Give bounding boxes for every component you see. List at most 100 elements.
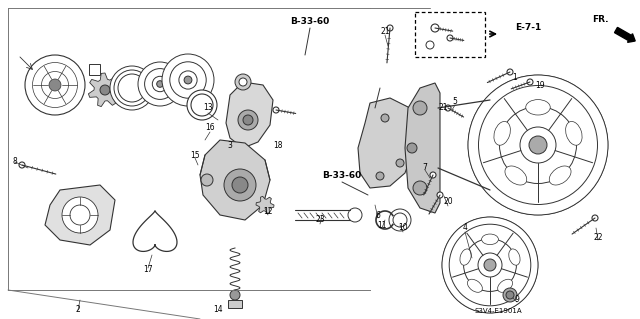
Circle shape xyxy=(118,74,146,102)
Text: 13: 13 xyxy=(203,103,213,113)
Circle shape xyxy=(184,76,192,84)
Circle shape xyxy=(243,115,253,125)
Text: 18: 18 xyxy=(273,140,283,150)
Circle shape xyxy=(520,127,556,163)
Text: 23: 23 xyxy=(315,216,325,225)
Circle shape xyxy=(33,63,77,108)
Text: 9: 9 xyxy=(515,295,520,305)
Ellipse shape xyxy=(460,249,471,265)
Circle shape xyxy=(110,66,154,110)
Polygon shape xyxy=(200,140,270,220)
Circle shape xyxy=(381,114,389,122)
Circle shape xyxy=(413,101,427,115)
Circle shape xyxy=(499,107,577,183)
Circle shape xyxy=(49,79,61,91)
Text: 11: 11 xyxy=(377,220,387,229)
Circle shape xyxy=(503,288,517,302)
Text: B-33-60: B-33-60 xyxy=(291,18,330,26)
Circle shape xyxy=(348,208,362,222)
Circle shape xyxy=(447,35,453,41)
Circle shape xyxy=(477,85,598,205)
Circle shape xyxy=(426,41,434,49)
Text: 2: 2 xyxy=(76,306,81,315)
Circle shape xyxy=(506,291,514,299)
Text: 10: 10 xyxy=(398,224,408,233)
Circle shape xyxy=(273,107,279,113)
Circle shape xyxy=(507,69,513,75)
Ellipse shape xyxy=(566,122,582,145)
Circle shape xyxy=(476,83,600,207)
Circle shape xyxy=(25,55,85,115)
Circle shape xyxy=(478,253,502,277)
Circle shape xyxy=(162,54,214,106)
Text: 7: 7 xyxy=(422,164,428,173)
Circle shape xyxy=(431,24,439,32)
Text: 20: 20 xyxy=(443,197,453,206)
Circle shape xyxy=(529,136,547,154)
Circle shape xyxy=(62,197,98,233)
Text: 3: 3 xyxy=(228,140,232,150)
Circle shape xyxy=(393,213,407,227)
Text: E-7-1: E-7-1 xyxy=(515,24,541,33)
Circle shape xyxy=(448,223,532,307)
Circle shape xyxy=(413,181,427,195)
Circle shape xyxy=(387,25,393,31)
Polygon shape xyxy=(226,82,273,148)
Circle shape xyxy=(116,72,148,104)
Text: 12: 12 xyxy=(263,207,273,217)
Circle shape xyxy=(187,90,217,120)
Circle shape xyxy=(527,79,533,85)
Text: 14: 14 xyxy=(213,306,223,315)
Circle shape xyxy=(474,81,602,209)
Ellipse shape xyxy=(481,234,499,245)
Circle shape xyxy=(114,70,150,106)
Ellipse shape xyxy=(498,279,513,292)
Polygon shape xyxy=(256,196,274,214)
Circle shape xyxy=(157,81,163,87)
Ellipse shape xyxy=(509,249,520,265)
Circle shape xyxy=(445,221,534,309)
Circle shape xyxy=(407,143,417,153)
Circle shape xyxy=(468,75,608,215)
Circle shape xyxy=(396,159,404,167)
Text: S3V4-E1901A: S3V4-E1901A xyxy=(474,308,522,314)
Circle shape xyxy=(232,177,248,193)
Polygon shape xyxy=(88,73,122,107)
Text: 6: 6 xyxy=(376,211,380,219)
Circle shape xyxy=(230,290,240,300)
Circle shape xyxy=(152,76,168,92)
Text: 4: 4 xyxy=(463,224,467,233)
Circle shape xyxy=(430,172,436,178)
Circle shape xyxy=(239,78,247,86)
Text: FR.: FR. xyxy=(592,16,608,25)
Circle shape xyxy=(475,82,601,208)
Circle shape xyxy=(449,224,531,306)
Circle shape xyxy=(442,217,538,313)
Polygon shape xyxy=(45,185,115,245)
Circle shape xyxy=(70,205,90,225)
FancyArrow shape xyxy=(614,27,636,42)
Polygon shape xyxy=(405,83,440,213)
Circle shape xyxy=(42,71,68,99)
Circle shape xyxy=(470,78,605,212)
Bar xyxy=(89,64,100,75)
Circle shape xyxy=(201,174,213,186)
Text: 17: 17 xyxy=(143,265,153,275)
Circle shape xyxy=(484,259,496,271)
Text: 22: 22 xyxy=(593,234,603,242)
Circle shape xyxy=(437,192,443,198)
Circle shape xyxy=(235,74,251,90)
Circle shape xyxy=(224,169,256,201)
Circle shape xyxy=(376,172,384,180)
Text: 16: 16 xyxy=(205,123,215,132)
Text: 21: 21 xyxy=(438,103,448,113)
Ellipse shape xyxy=(525,100,550,115)
Bar xyxy=(228,300,242,308)
Circle shape xyxy=(238,110,258,130)
Circle shape xyxy=(443,218,537,312)
Circle shape xyxy=(179,71,197,89)
Circle shape xyxy=(445,105,451,111)
Circle shape xyxy=(592,215,598,221)
Circle shape xyxy=(100,85,110,95)
Circle shape xyxy=(449,224,531,306)
